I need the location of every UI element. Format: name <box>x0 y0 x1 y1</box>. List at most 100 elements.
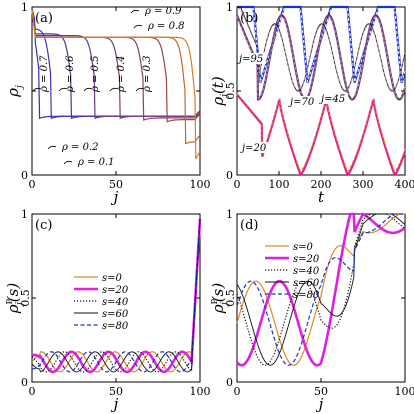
legend-label: s=0 <box>293 242 314 253</box>
legend-label: s=60 <box>102 309 129 320</box>
panel-tag: (a) <box>35 11 53 26</box>
y-axis-label-main: ρ <box>4 304 22 314</box>
profile-curve <box>31 218 202 374</box>
profile-curve <box>31 218 201 373</box>
y-axis-label-suffix: (t) <box>209 76 227 94</box>
y-axis-label-main: ρ <box>4 88 22 98</box>
annotation-arrow <box>47 145 57 150</box>
x-tick-label: 50 <box>109 385 123 398</box>
x-axis-label: j <box>316 395 324 413</box>
legend: s=0s=20s=40s=60s=80 <box>74 273 129 332</box>
legend-label: s=80 <box>293 290 320 301</box>
curve-annotation: ρ = 0.5 <box>90 55 101 93</box>
y-axis-label-sub: j <box>220 302 230 307</box>
curve-annotation: ρ = 0.8 <box>147 21 185 32</box>
x-tick-label: 0 <box>29 385 36 398</box>
x-tick-label: 50 <box>109 178 123 191</box>
x-tick-label: 100 <box>190 385 211 398</box>
annotation-arrow <box>133 24 143 29</box>
y-tick-label: 1 <box>226 1 233 14</box>
annotation-arrow <box>83 87 93 92</box>
series-annotation: j=45 <box>319 94 345 105</box>
annotation-arrow <box>63 160 73 165</box>
y-axis-label-sub: j <box>15 302 25 307</box>
y-tick-label: 0 <box>21 169 28 182</box>
y-tick-label: 0 <box>21 376 28 389</box>
y-tick-label: 0.5 <box>19 289 32 307</box>
curve-annotation: ρ = 0.4 <box>116 55 127 93</box>
annotation-arrow <box>32 87 42 92</box>
profile-curve <box>31 218 201 373</box>
time-series <box>237 5 407 83</box>
curve-annotation: ρ = 0.9 <box>144 6 182 17</box>
profile-curve <box>31 218 201 373</box>
series-group <box>31 8 201 160</box>
legend-label: s=60 <box>293 278 320 289</box>
profile-curve <box>236 213 405 366</box>
curve-annotation: ρ = 0.7 <box>39 55 50 93</box>
curve-annotation: ρ = 0.3 <box>142 55 153 93</box>
curve-annotation: ρ = 0.6 <box>65 55 76 93</box>
series-group <box>31 218 202 374</box>
series-annotation: j=70 <box>288 97 315 108</box>
x-axis-label: j <box>111 188 119 206</box>
x-axis-label: j <box>111 395 119 413</box>
y-tick-label: 0 <box>226 169 233 182</box>
y-axis-label-sup: P <box>5 298 14 304</box>
x-tick-label: 0 <box>234 178 241 191</box>
curve-annotation: ρ = 0.2 <box>61 142 99 153</box>
x-tick-label: 0 <box>234 385 241 398</box>
y-tick-label: 1 <box>21 1 28 14</box>
series-group <box>235 212 406 367</box>
y-axis-label: ρPj(s) <box>4 283 25 315</box>
legend-label: s=20 <box>293 254 320 265</box>
legend: s=0s=20s=40s=60s=80 <box>265 242 320 301</box>
profile-curve <box>31 218 201 373</box>
y-axis-label-main: ρ <box>209 304 227 314</box>
annotation-background <box>289 96 317 107</box>
profile-curve <box>235 212 406 367</box>
legend-label: s=80 <box>102 321 129 332</box>
y-tick-label: 1 <box>21 208 28 221</box>
x-tick-label: 100 <box>190 178 211 191</box>
x-tick-label: 50 <box>314 385 328 398</box>
annotation-background <box>320 93 348 104</box>
panel-tag: (c) <box>35 218 52 233</box>
curve-annotation: ρ = 0.1 <box>77 157 115 168</box>
x-axis-label: t <box>318 188 325 206</box>
legend-label: s=40 <box>102 297 129 308</box>
annotation-arrow <box>58 87 68 92</box>
profile-curve <box>236 213 406 366</box>
profile-curve <box>236 213 406 366</box>
x-tick-label: 100 <box>395 385 414 398</box>
y-axis-label: ρj(t) <box>209 76 230 107</box>
series-annotation: j=20 <box>240 143 267 154</box>
y-axis-label-sup: P <box>210 298 219 304</box>
y-axis-label-main: ρ <box>209 97 227 107</box>
y-axis-label-sub: j <box>220 94 230 99</box>
density-curve <box>31 9 201 160</box>
annotation-background <box>238 53 266 64</box>
time-series <box>235 14 407 101</box>
x-tick-label: 100 <box>269 178 290 191</box>
legend-label: s=0 <box>102 273 123 284</box>
series-annotation: j=95 <box>237 54 263 65</box>
x-tick-label: 300 <box>353 178 374 191</box>
x-tick-label: 0 <box>29 178 36 191</box>
annotation-arrow <box>130 9 140 14</box>
legend-label: s=40 <box>293 266 320 277</box>
x-tick-label: 400 <box>395 178 414 191</box>
annotation-background <box>241 142 269 153</box>
profile-curve <box>236 213 405 366</box>
y-axis-label-suffix: (s) <box>4 283 22 303</box>
y-tick-label: 0 <box>226 376 233 389</box>
y-tick-label: 0.5 <box>224 82 237 100</box>
y-tick-label: 1 <box>226 208 233 221</box>
y-tick-label: 0.5 <box>224 289 237 307</box>
x-tick-label: 200 <box>311 178 332 191</box>
